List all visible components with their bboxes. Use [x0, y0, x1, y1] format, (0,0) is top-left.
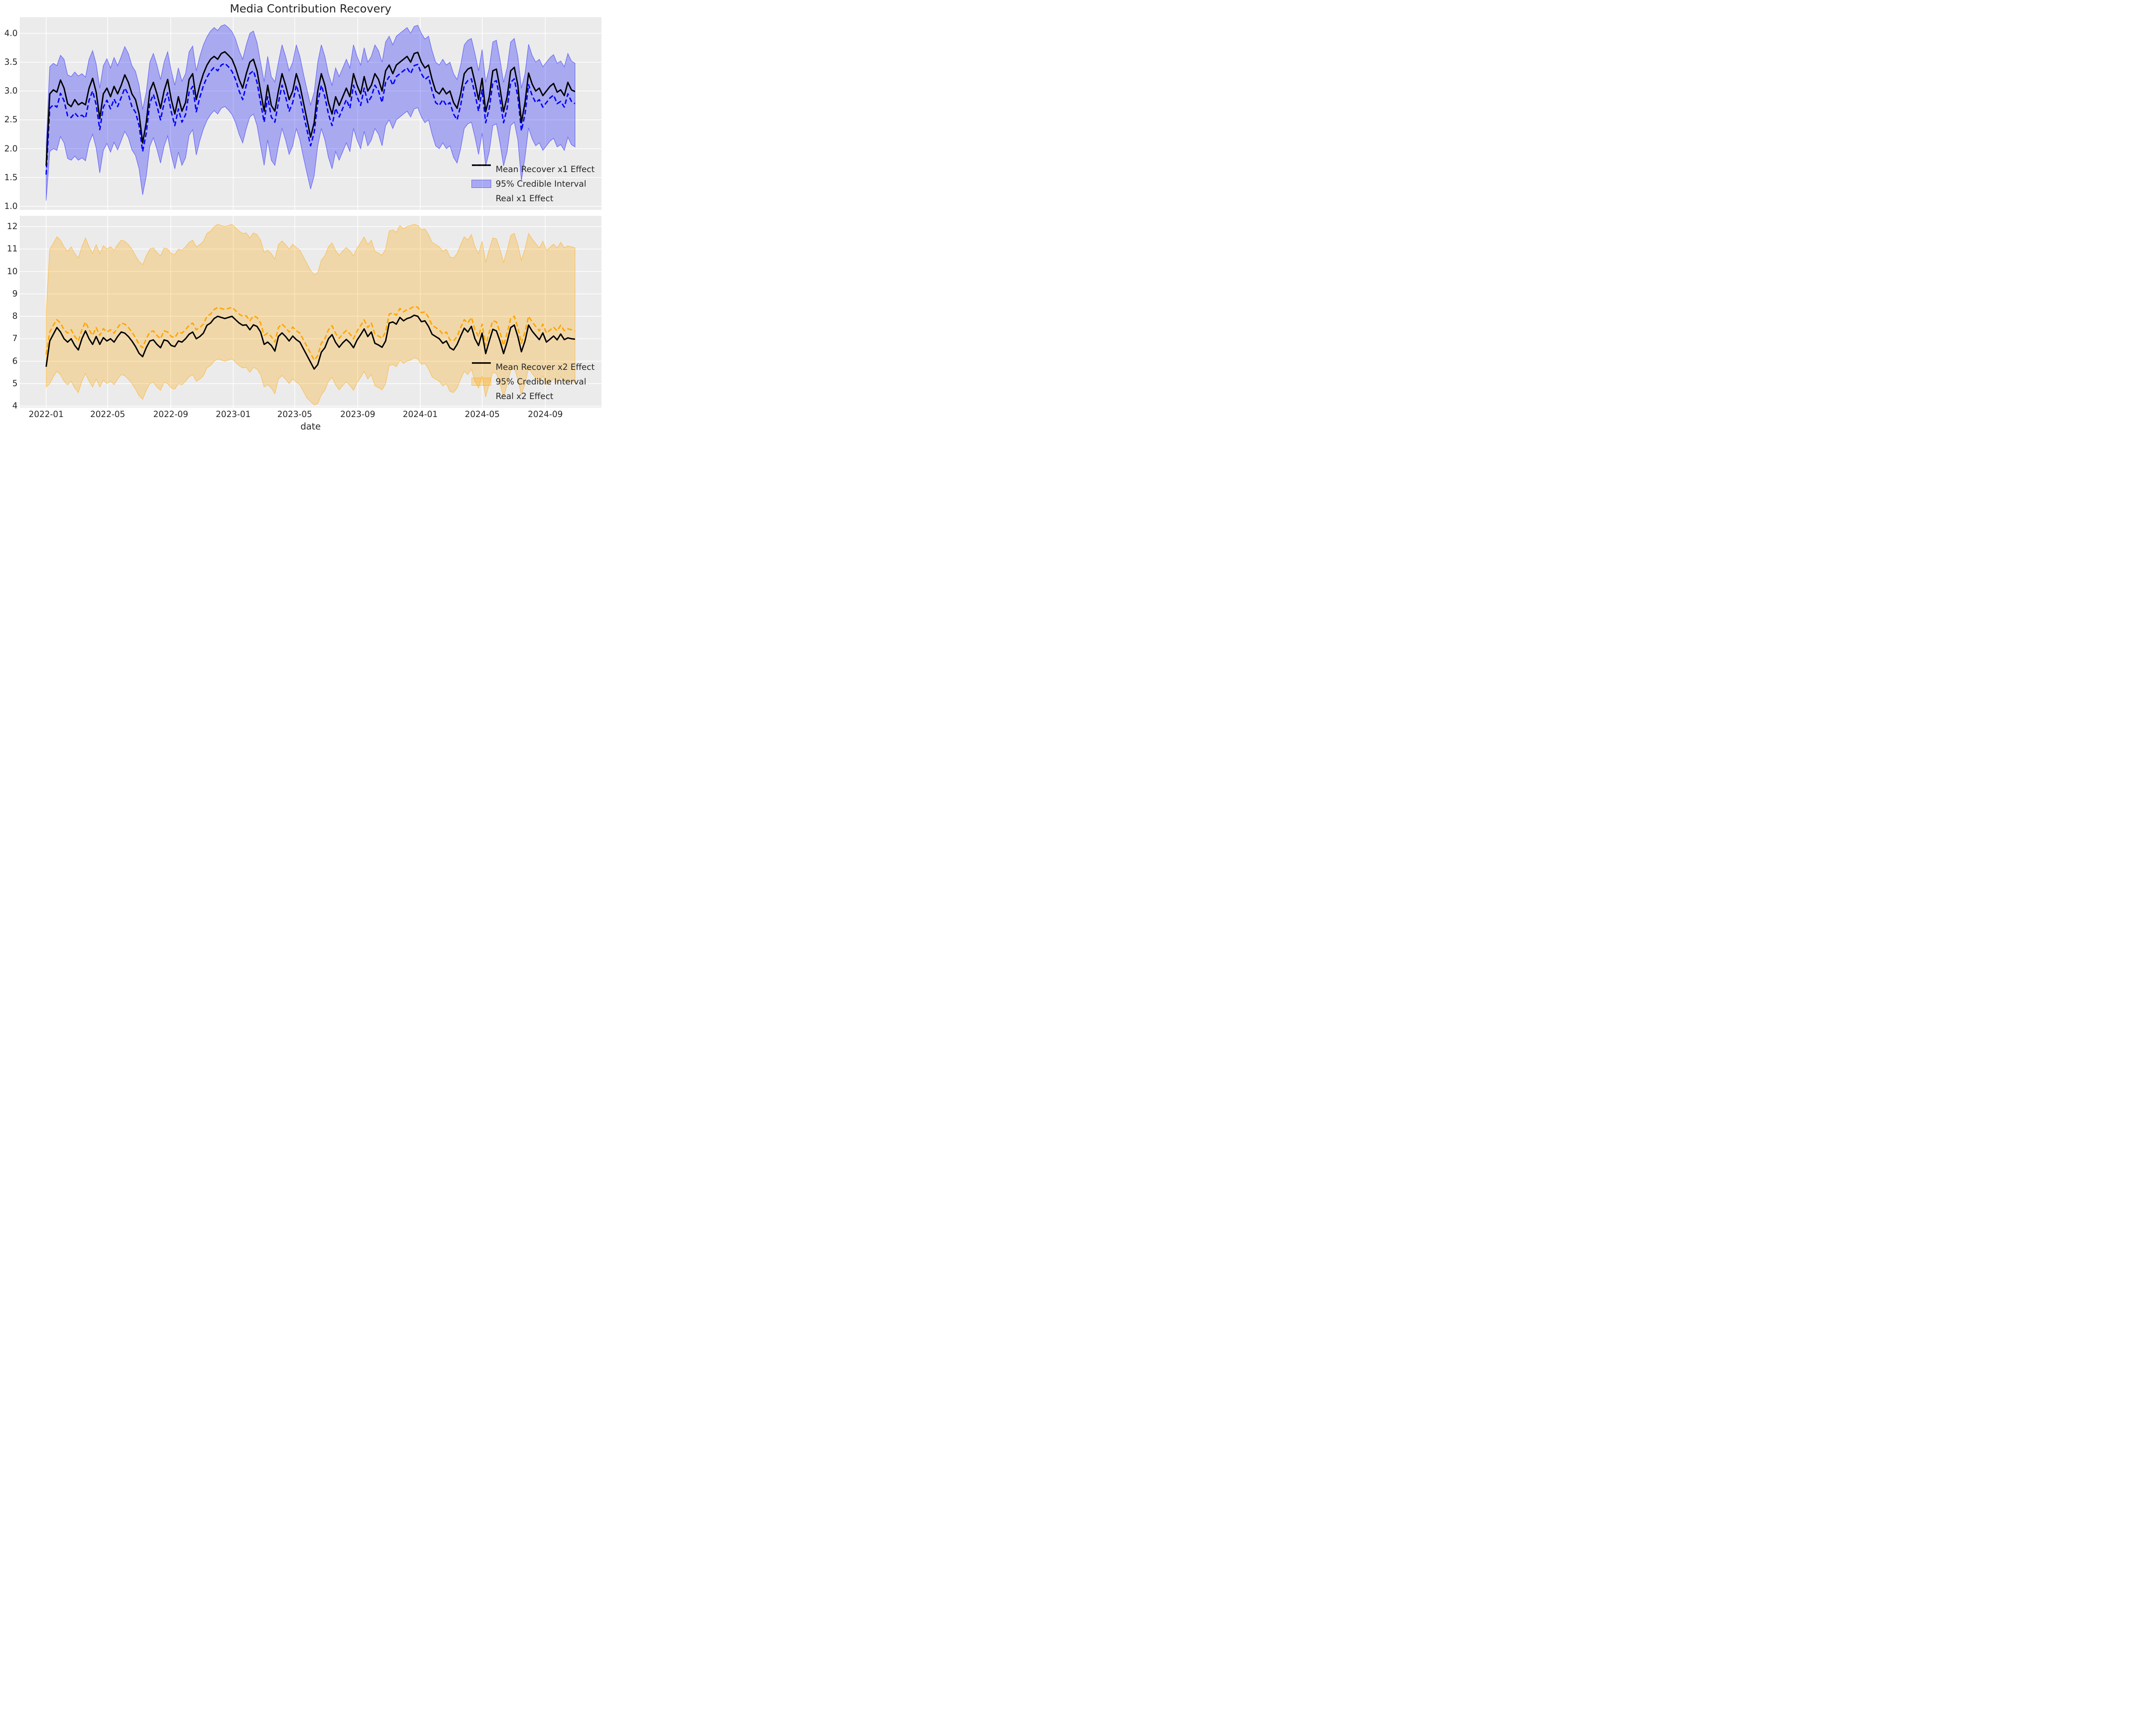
- x-tick-label: 2023-01: [215, 409, 251, 419]
- legend-label: Mean Recover x1 Effect: [495, 164, 595, 174]
- x-tick-label: 2023-09: [340, 409, 375, 419]
- chart-title: Media Contribution Recovery: [230, 3, 392, 15]
- y-tick-label: 2.0: [4, 143, 18, 154]
- y-tick-label: 5: [12, 378, 18, 389]
- y-tick-label: 11: [7, 244, 18, 254]
- band-patch-sample-icon: [471, 179, 492, 188]
- legend-label: Mean Recover x2 Effect: [495, 362, 595, 372]
- y-tick-label: 9: [12, 288, 18, 299]
- y-tick-label: 6: [12, 356, 18, 366]
- real-x1-line: [45, 51, 576, 166]
- x-axis-title: date: [300, 421, 321, 432]
- legend-label: 95% Credible Interval: [495, 178, 586, 189]
- x-tick-label: 2023-05: [277, 409, 312, 419]
- y-tick-label: 8: [12, 311, 18, 321]
- bottom-plot-area: [20, 216, 601, 408]
- x1-recovery-credible-band: [45, 24, 576, 201]
- y-tick-label: 3.5: [4, 57, 18, 67]
- legend-label: Real x2 Effect: [495, 391, 553, 401]
- bottom-axes: Mean Recover x2 Effect 95% Credible Inte…: [20, 216, 601, 408]
- y-tick-label: 3.0: [4, 86, 18, 96]
- y-tick-label: 10: [7, 266, 18, 276]
- band-patch-sample-icon: [471, 377, 492, 386]
- legend-row: 95% Credible Interval: [471, 374, 595, 389]
- legend-row: Real x1 Effect: [471, 164, 595, 206]
- top-axes: Mean Recover x1 Effect 95% Credible Inte…: [20, 17, 601, 210]
- x-tick-label: 2022-09: [153, 409, 188, 419]
- x-tick-label: 2022-01: [28, 409, 64, 419]
- legend-label: Real x1 Effect: [495, 193, 553, 203]
- legend-row: Real x2 Effect: [471, 362, 595, 403]
- x-tick-label: 2024-05: [465, 409, 500, 419]
- x2-recovery-credible-band: [45, 224, 576, 405]
- y-tick-label: 1.0: [4, 201, 18, 211]
- y-tick-label: 4: [12, 401, 18, 411]
- mean-recover-x2-line: [45, 305, 575, 361]
- y-tick-label: 12: [7, 221, 18, 232]
- bottom-legend: Mean Recover x2 Effect 95% Credible Inte…: [471, 360, 595, 403]
- y-tick-label: 2.5: [4, 115, 18, 125]
- top-plot-area: [20, 17, 601, 210]
- legend-label: 95% Credible Interval: [495, 376, 586, 387]
- x-tick-label: 2024-09: [528, 409, 563, 419]
- y-tick-label: 4.0: [4, 28, 18, 38]
- legend-row: 95% Credible Interval: [471, 176, 595, 191]
- x-tick-label: 2022-05: [90, 409, 125, 419]
- top-legend: Mean Recover x1 Effect 95% Credible Inte…: [471, 162, 595, 206]
- x-tick-label: 2024-01: [402, 409, 438, 419]
- mean-recover-x1-line: [45, 62, 576, 175]
- y-tick-label: 7: [12, 333, 18, 344]
- y-tick-label: 1.5: [4, 172, 18, 182]
- real-x2-line: [45, 315, 575, 370]
- figure: Media Contribution Recovery Mean Recover…: [0, 0, 606, 434]
